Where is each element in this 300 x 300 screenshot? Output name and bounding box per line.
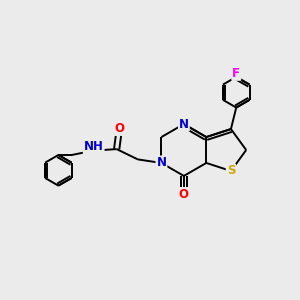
Text: S: S [227, 164, 235, 178]
Text: N: N [179, 118, 189, 130]
Text: F: F [232, 67, 240, 80]
Text: O: O [179, 188, 189, 201]
Text: NH: NH [84, 140, 103, 153]
Text: O: O [115, 122, 124, 135]
Text: N: N [156, 157, 167, 169]
